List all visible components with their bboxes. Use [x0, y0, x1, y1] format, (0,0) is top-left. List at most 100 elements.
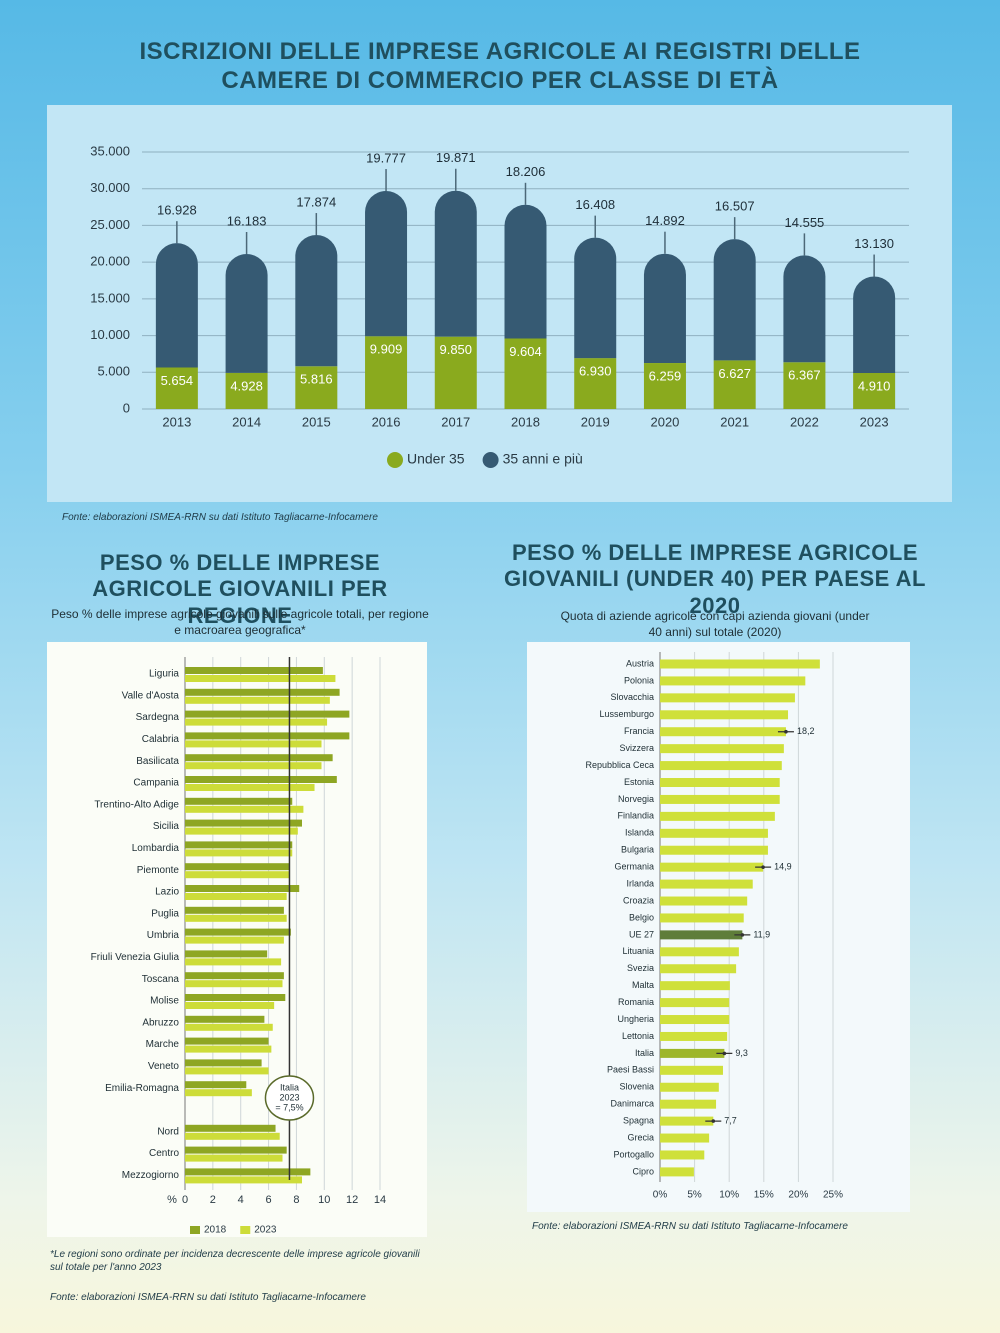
bar — [660, 964, 737, 974]
legend-label: Under 35 — [407, 451, 465, 467]
category-label: Francia — [624, 726, 654, 736]
x-tick-label: 6 — [266, 1194, 272, 1206]
x-tick-label: 4 — [238, 1194, 244, 1206]
bar — [185, 754, 333, 762]
value-label: 11,9 — [753, 929, 770, 939]
bar — [660, 727, 786, 737]
bar — [185, 980, 283, 988]
chart-title: PESO % DELLE IMPRESE AGRICOLE GIOVANILI … — [504, 540, 926, 618]
x-tick-label: 10 — [318, 1194, 330, 1206]
bar — [660, 828, 768, 838]
bar — [660, 659, 820, 669]
bar — [185, 718, 328, 726]
category-label: Polonia — [624, 675, 654, 685]
x-tick-label: 2 — [210, 1194, 216, 1206]
x-tick-label: 2023 — [860, 414, 889, 429]
category-label: Trentino-Alto Adige — [94, 799, 179, 810]
bar — [185, 1124, 276, 1132]
category-label: UE 27 — [629, 929, 654, 939]
x-tick-label: 5% — [687, 1190, 702, 1201]
bar — [185, 805, 304, 813]
bar — [660, 930, 743, 940]
bar — [185, 1037, 269, 1045]
category-label: Marche — [146, 1039, 180, 1050]
bar — [660, 1048, 725, 1058]
value-label: 9.909 — [370, 342, 403, 357]
bar — [185, 863, 290, 871]
footnote: *Le regioni sono ordinate per incidenza … — [50, 1249, 420, 1273]
bar — [660, 693, 795, 703]
category-label: Emilia-Romagna — [105, 1083, 179, 1094]
bar — [660, 845, 768, 855]
value-label: 9.850 — [439, 342, 472, 357]
value-label: 16.507 — [715, 199, 755, 214]
bar — [185, 893, 287, 900]
bar-segment — [574, 237, 617, 359]
value-label: 19.871 — [436, 150, 476, 165]
bar — [660, 1133, 710, 1143]
bar — [185, 1146, 287, 1154]
category-label: Ungheria — [617, 1014, 654, 1024]
x-tick-label: 2020 — [650, 414, 679, 429]
category-label: Svezia — [627, 963, 654, 973]
bar-segment — [225, 253, 268, 373]
x-tick-label: 8 — [293, 1194, 299, 1206]
y-tick-label: 10.000 — [90, 327, 130, 342]
bar — [185, 972, 284, 980]
value-label: 4.910 — [858, 378, 891, 393]
bar-segment — [713, 239, 756, 361]
value-label: 16.408 — [575, 197, 615, 212]
bar — [660, 1065, 723, 1075]
bar — [660, 998, 730, 1008]
bar — [185, 688, 340, 696]
legend-swatch — [482, 452, 499, 468]
x-tick-label: 2016 — [372, 414, 401, 429]
value-label: 9,3 — [735, 1048, 748, 1058]
x-tick-label: 0% — [653, 1190, 668, 1201]
bar — [185, 1067, 269, 1075]
label-dot — [711, 1119, 716, 1123]
category-label: Slovenia — [619, 1082, 654, 1092]
category-label: Islanda — [625, 828, 654, 838]
bar-segment — [853, 372, 896, 409]
bar — [185, 1154, 283, 1162]
value-label: 16.928 — [157, 203, 197, 218]
bar — [185, 885, 300, 892]
x-tick-label: 0 — [182, 1194, 188, 1206]
category-label: Campania — [133, 778, 179, 789]
bar — [185, 797, 293, 805]
bar — [185, 762, 322, 770]
bar — [185, 994, 286, 1001]
bar-segment — [574, 358, 617, 409]
bar-segment — [434, 336, 477, 409]
category-label: Molise — [150, 996, 179, 1007]
bar — [185, 675, 336, 682]
category-label: Basilicata — [136, 756, 179, 767]
bar-segment — [155, 243, 198, 368]
value-label: 6.930 — [579, 364, 612, 379]
value-label: 18,2 — [797, 726, 815, 736]
bar — [185, 696, 330, 704]
category-label: Friuli Venezia Giulia — [91, 952, 180, 963]
category-label: Piemonte — [137, 865, 180, 876]
y-tick-label: 5.000 — [97, 364, 130, 379]
bar-segment — [365, 191, 408, 337]
y-tick-label: 30.000 — [90, 180, 130, 195]
bar — [660, 710, 789, 720]
bar — [185, 776, 337, 783]
x-tick-label: 2021 — [720, 414, 749, 429]
annotation-text: 2023 — [279, 1092, 299, 1102]
bar — [660, 862, 764, 872]
category-label: Malta — [632, 980, 654, 990]
chart-panel: 0 5.000 10.000 15.000 20.000 25.000 30.000 35.0… — [47, 105, 952, 502]
bar-segment — [295, 235, 338, 367]
x-tick-label: 25% — [823, 1190, 843, 1201]
y-tick-label: 25.000 — [90, 217, 130, 232]
main-title: ISCRIZIONI DELLE IMPRESE AGRICOLE AI REG… — [139, 38, 861, 94]
bar — [185, 710, 350, 718]
category-label: Puglia — [151, 908, 179, 919]
category-label: Paesi Bassi — [607, 1065, 654, 1075]
bar-segment — [783, 362, 826, 409]
value-label: 6.259 — [649, 368, 682, 383]
